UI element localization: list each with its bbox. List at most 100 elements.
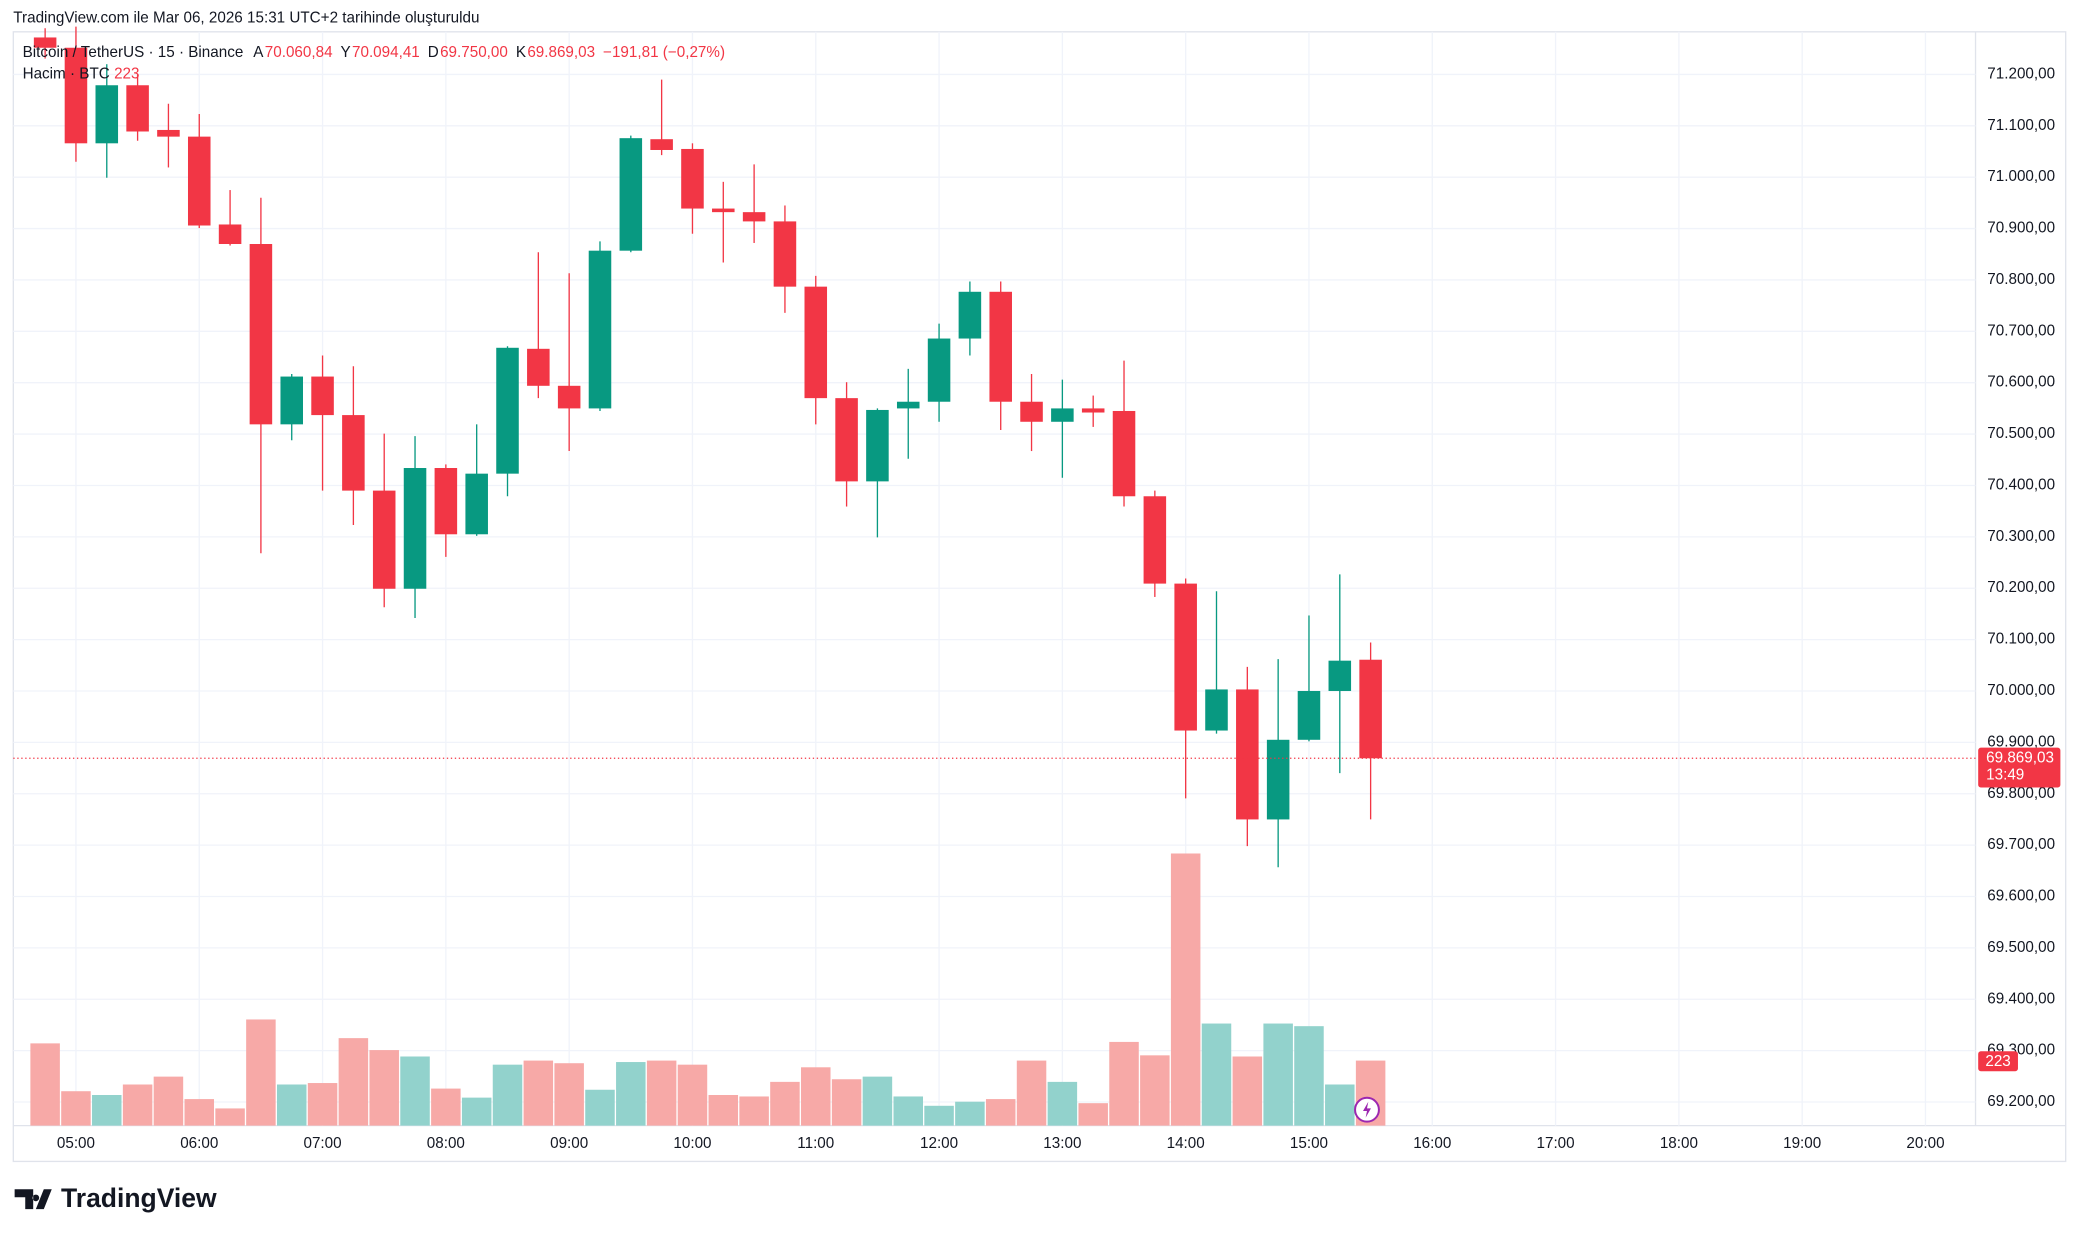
- candle-body: [712, 208, 735, 213]
- symbol: Bitcoin / TetherUS · 15 · Binance: [23, 44, 244, 61]
- legend-key: A: [253, 44, 264, 61]
- volume-bar: [1140, 1055, 1170, 1126]
- legend-value: 70.060,84: [265, 44, 333, 61]
- x-tick-label: 09:00: [550, 1135, 588, 1152]
- y-tick-label: 71.200,00: [1987, 65, 2055, 82]
- y-tick-label: 70.600,00: [1987, 374, 2055, 391]
- volume-legend-name: Hacim · BTC: [23, 65, 110, 82]
- last-price-box: [1978, 747, 2061, 788]
- volume-bar: [985, 1099, 1016, 1126]
- candle-body: [1081, 408, 1105, 413]
- volume-bar: [492, 1064, 523, 1126]
- x-tick-label: 14:00: [1167, 1135, 1205, 1152]
- legend-key: Y: [341, 44, 351, 61]
- volume-bar: [276, 1084, 307, 1126]
- candle-body: [126, 85, 149, 132]
- y-tick-label: 69.900,00: [1987, 733, 2055, 750]
- volume-bar: [431, 1088, 461, 1126]
- candle-body: [403, 468, 427, 589]
- volume-bar: [61, 1091, 91, 1126]
- volume-bar: [616, 1062, 646, 1126]
- candle-body: [619, 138, 643, 251]
- volume-bar: [770, 1081, 800, 1126]
- y-tick-label: 70.100,00: [1987, 631, 2055, 648]
- y-tick-label: 70.300,00: [1987, 528, 2055, 545]
- candle-body: [557, 385, 581, 409]
- x-tick-label: 08:00: [427, 1135, 465, 1152]
- last-price-label: 69.869,03: [1986, 749, 2054, 766]
- candle-body: [1328, 660, 1352, 691]
- x-tick-label: 20:00: [1906, 1135, 1944, 1152]
- volume-bar: [1016, 1060, 1047, 1126]
- volume-label: 223: [1985, 1053, 2010, 1070]
- y-tick-label: 71.100,00: [1987, 117, 2055, 134]
- x-tick-label: 07:00: [303, 1135, 341, 1152]
- x-tick-label: 05:00: [57, 1135, 95, 1152]
- x-tick-label: 16:00: [1413, 1135, 1451, 1152]
- volume-bar: [1170, 853, 1201, 1126]
- volume-bar: [307, 1083, 338, 1126]
- candle-body: [588, 250, 612, 409]
- candles: [33, 26, 1382, 868]
- volume-bar: [831, 1079, 862, 1126]
- legend: Bitcoin / TetherUS · 15 · Binance Hacim …: [23, 44, 725, 82]
- candle-body: [95, 85, 119, 144]
- x-tick-label: 11:00: [797, 1135, 834, 1152]
- volume-bar: [1109, 1041, 1139, 1126]
- y-tick-label: 70.800,00: [1987, 271, 2055, 288]
- x-tick-label: 18:00: [1660, 1135, 1698, 1152]
- volume-pane: [30, 853, 1386, 1126]
- candle-body: [434, 468, 458, 535]
- volume-bar: [554, 1063, 584, 1126]
- volume-bar: [1232, 1056, 1263, 1126]
- volume-bar: [708, 1095, 739, 1126]
- y-tick-label: 70.200,00: [1987, 579, 2055, 596]
- candle-body: [311, 376, 334, 416]
- alert-icon[interactable]: [1354, 1096, 1380, 1123]
- credit: TradingView.com ile Mar 06, 2026 15:31 U…: [13, 10, 479, 27]
- candle-body: [1112, 410, 1136, 497]
- volume-bar: [1201, 1023, 1232, 1126]
- volume-bar: [646, 1060, 677, 1126]
- volume-bar: [1263, 1023, 1293, 1126]
- candle-body: [958, 291, 982, 339]
- candle-body: [1174, 583, 1197, 731]
- candle-body: [650, 139, 673, 150]
- x-tick-label: 17:00: [1537, 1135, 1575, 1152]
- axes: 69.200,0069.300,0069.400,0069.500,0069.6…: [13, 65, 2061, 1152]
- volume-bar: [30, 1043, 60, 1126]
- y-tick-label: 69.200,00: [1987, 1093, 2055, 1110]
- candle-body: [835, 398, 858, 482]
- candle-body: [372, 490, 396, 589]
- y-tick-label: 69.500,00: [1987, 939, 2055, 956]
- candle-body: [1359, 659, 1382, 759]
- y-tick-label: 69.800,00: [1987, 785, 2055, 802]
- candle-body: [1297, 690, 1321, 740]
- x-tick-label: 15:00: [1290, 1135, 1328, 1152]
- volume-bar: [400, 1056, 430, 1126]
- y-tick-label: 70.500,00: [1987, 425, 2055, 442]
- volume-bar: [955, 1101, 985, 1126]
- legend-value: 69.750,00: [440, 44, 508, 61]
- legend-key: K: [516, 44, 526, 61]
- candle-body: [465, 473, 488, 535]
- candle-body: [927, 338, 951, 402]
- candle-body: [249, 244, 273, 425]
- legend-key: D: [428, 44, 439, 61]
- volume-legend-value: 223: [114, 65, 139, 82]
- volume-bar: [153, 1076, 184, 1126]
- alert-bolt[interactable]: [1363, 1101, 1371, 1118]
- volume-bar: [122, 1084, 153, 1126]
- candle-body: [773, 221, 797, 287]
- volume-bar: [184, 1099, 215, 1126]
- candle-body: [742, 212, 766, 222]
- candle-body: [527, 348, 550, 386]
- candle-body: [1020, 401, 1043, 422]
- candle-body: [1236, 689, 1259, 820]
- candle-body: [157, 129, 180, 137]
- legend-value: 69.869,03: [527, 44, 595, 61]
- volume-bar: [739, 1096, 769, 1126]
- brand-logo: [14, 1189, 52, 1210]
- volume-bar: [585, 1089, 615, 1126]
